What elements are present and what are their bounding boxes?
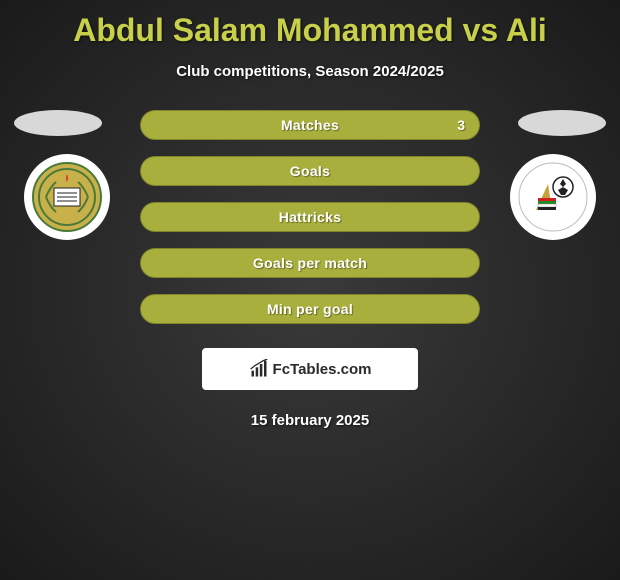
stat-row-hattricks: Hattricks xyxy=(140,202,480,232)
stat-row-goals-per-match: Goals per match xyxy=(140,248,480,278)
bars-chart-icon xyxy=(249,359,269,379)
attribution-badge: FcTables.com xyxy=(202,348,418,390)
date-text: 15 february 2025 xyxy=(0,412,620,429)
stat-row-matches: Matches 3 xyxy=(140,110,480,140)
page-title: Abdul Salam Mohammed vs Ali xyxy=(0,0,620,49)
club-badge-left xyxy=(24,154,110,240)
player-name-left xyxy=(14,110,102,136)
subtitle: Club competitions, Season 2024/2025 xyxy=(0,63,620,80)
stat-label: Hattricks xyxy=(279,209,342,225)
stat-label: Goals xyxy=(290,163,330,179)
attribution-text: FcTables.com xyxy=(273,361,372,378)
stat-label: Matches xyxy=(281,117,339,133)
comparison-panel: Matches 3 Goals Hattricks Goals per matc… xyxy=(0,110,620,429)
stat-label: Min per goal xyxy=(267,301,353,317)
club-badge-left-inner xyxy=(32,162,102,232)
stat-right-value: 3 xyxy=(457,117,465,133)
stat-row-min-per-goal: Min per goal xyxy=(140,294,480,324)
club-badge-right xyxy=(510,154,596,240)
club-badge-right-inner xyxy=(518,162,588,232)
stat-rows: Matches 3 Goals Hattricks Goals per matc… xyxy=(140,110,480,324)
stat-label: Goals per match xyxy=(253,255,367,271)
player-name-right xyxy=(518,110,606,136)
stat-row-goals: Goals xyxy=(140,156,480,186)
